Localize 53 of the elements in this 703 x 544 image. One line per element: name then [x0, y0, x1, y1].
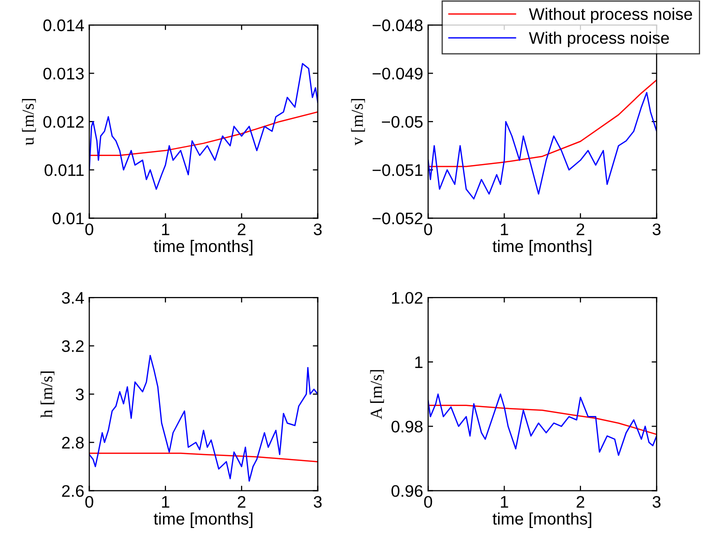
y-axis-title: h [m/s]	[40, 372, 54, 418]
line-series	[89, 63, 318, 190]
x-axis-title: time [months]	[154, 240, 252, 256]
x-tick-label: 1	[500, 224, 508, 236]
x-tick-label: 1	[162, 496, 170, 508]
x-tick-label: 2	[238, 223, 246, 236]
line-series	[89, 452, 318, 462]
y-axis-title: v [m/s]	[351, 98, 365, 146]
line-series	[89, 111, 318, 156]
x-axis-title: time [months]	[154, 512, 252, 528]
legend-label: Without process noise	[528, 8, 692, 24]
line-series	[428, 394, 657, 456]
y-tick-label: −0.048	[372, 19, 423, 32]
y-tick-label: −0.049	[372, 68, 422, 80]
y-tick-label: −0.052	[372, 212, 422, 224]
y-tick-label: −0.05	[382, 116, 423, 128]
x-tick-label: 0	[85, 496, 94, 508]
y-tick-label: 0.011	[44, 164, 84, 176]
y-tick-label: 2.6	[62, 485, 84, 497]
x-axis-title: time [months]	[492, 512, 592, 528]
x-tick-label: 2	[576, 496, 584, 508]
line-series	[89, 354, 318, 482]
line-series	[428, 92, 657, 200]
y-tick-label: 0.014	[43, 19, 84, 32]
x-tick-label: 3	[652, 223, 661, 236]
line-series	[428, 79, 657, 168]
x-tick-label: 2	[238, 496, 246, 508]
y-axis-title: A [m/s]	[370, 370, 384, 420]
y-tick-label: −0.051	[372, 164, 422, 176]
y-tick-label: 0.96	[391, 485, 423, 497]
x-tick-label: 0	[85, 223, 94, 236]
x-tick-label: 3	[652, 496, 661, 508]
y-tick-label: 0.013	[43, 68, 84, 80]
y-tick-label: 1	[415, 356, 422, 368]
y-tick-label: 3	[76, 388, 84, 400]
x-tick-label: 0	[424, 496, 432, 508]
y-tick-label: 0.012	[43, 116, 84, 128]
x-tick-label: 3	[314, 223, 322, 236]
y-axis-title: u [m/s]	[22, 98, 36, 146]
legend-label: With process noise	[528, 32, 669, 48]
y-tick-label: 2.8	[62, 436, 84, 449]
x-tick-label: 2	[576, 223, 584, 236]
y-tick-label: 1.02	[392, 292, 422, 304]
x-tick-label: 3	[314, 496, 322, 508]
x-tick-label: 1	[162, 224, 170, 236]
x-tick-label: 0	[424, 223, 432, 236]
y-tick-label: 0.01	[52, 212, 84, 224]
line-series	[428, 404, 657, 435]
y-tick-label: 3.4	[62, 292, 84, 304]
y-tick-label: 0.98	[391, 420, 423, 433]
x-tick-label: 1	[500, 496, 508, 508]
y-tick-label: 3.2	[62, 340, 84, 352]
x-axis-title: time [months]	[492, 240, 592, 256]
